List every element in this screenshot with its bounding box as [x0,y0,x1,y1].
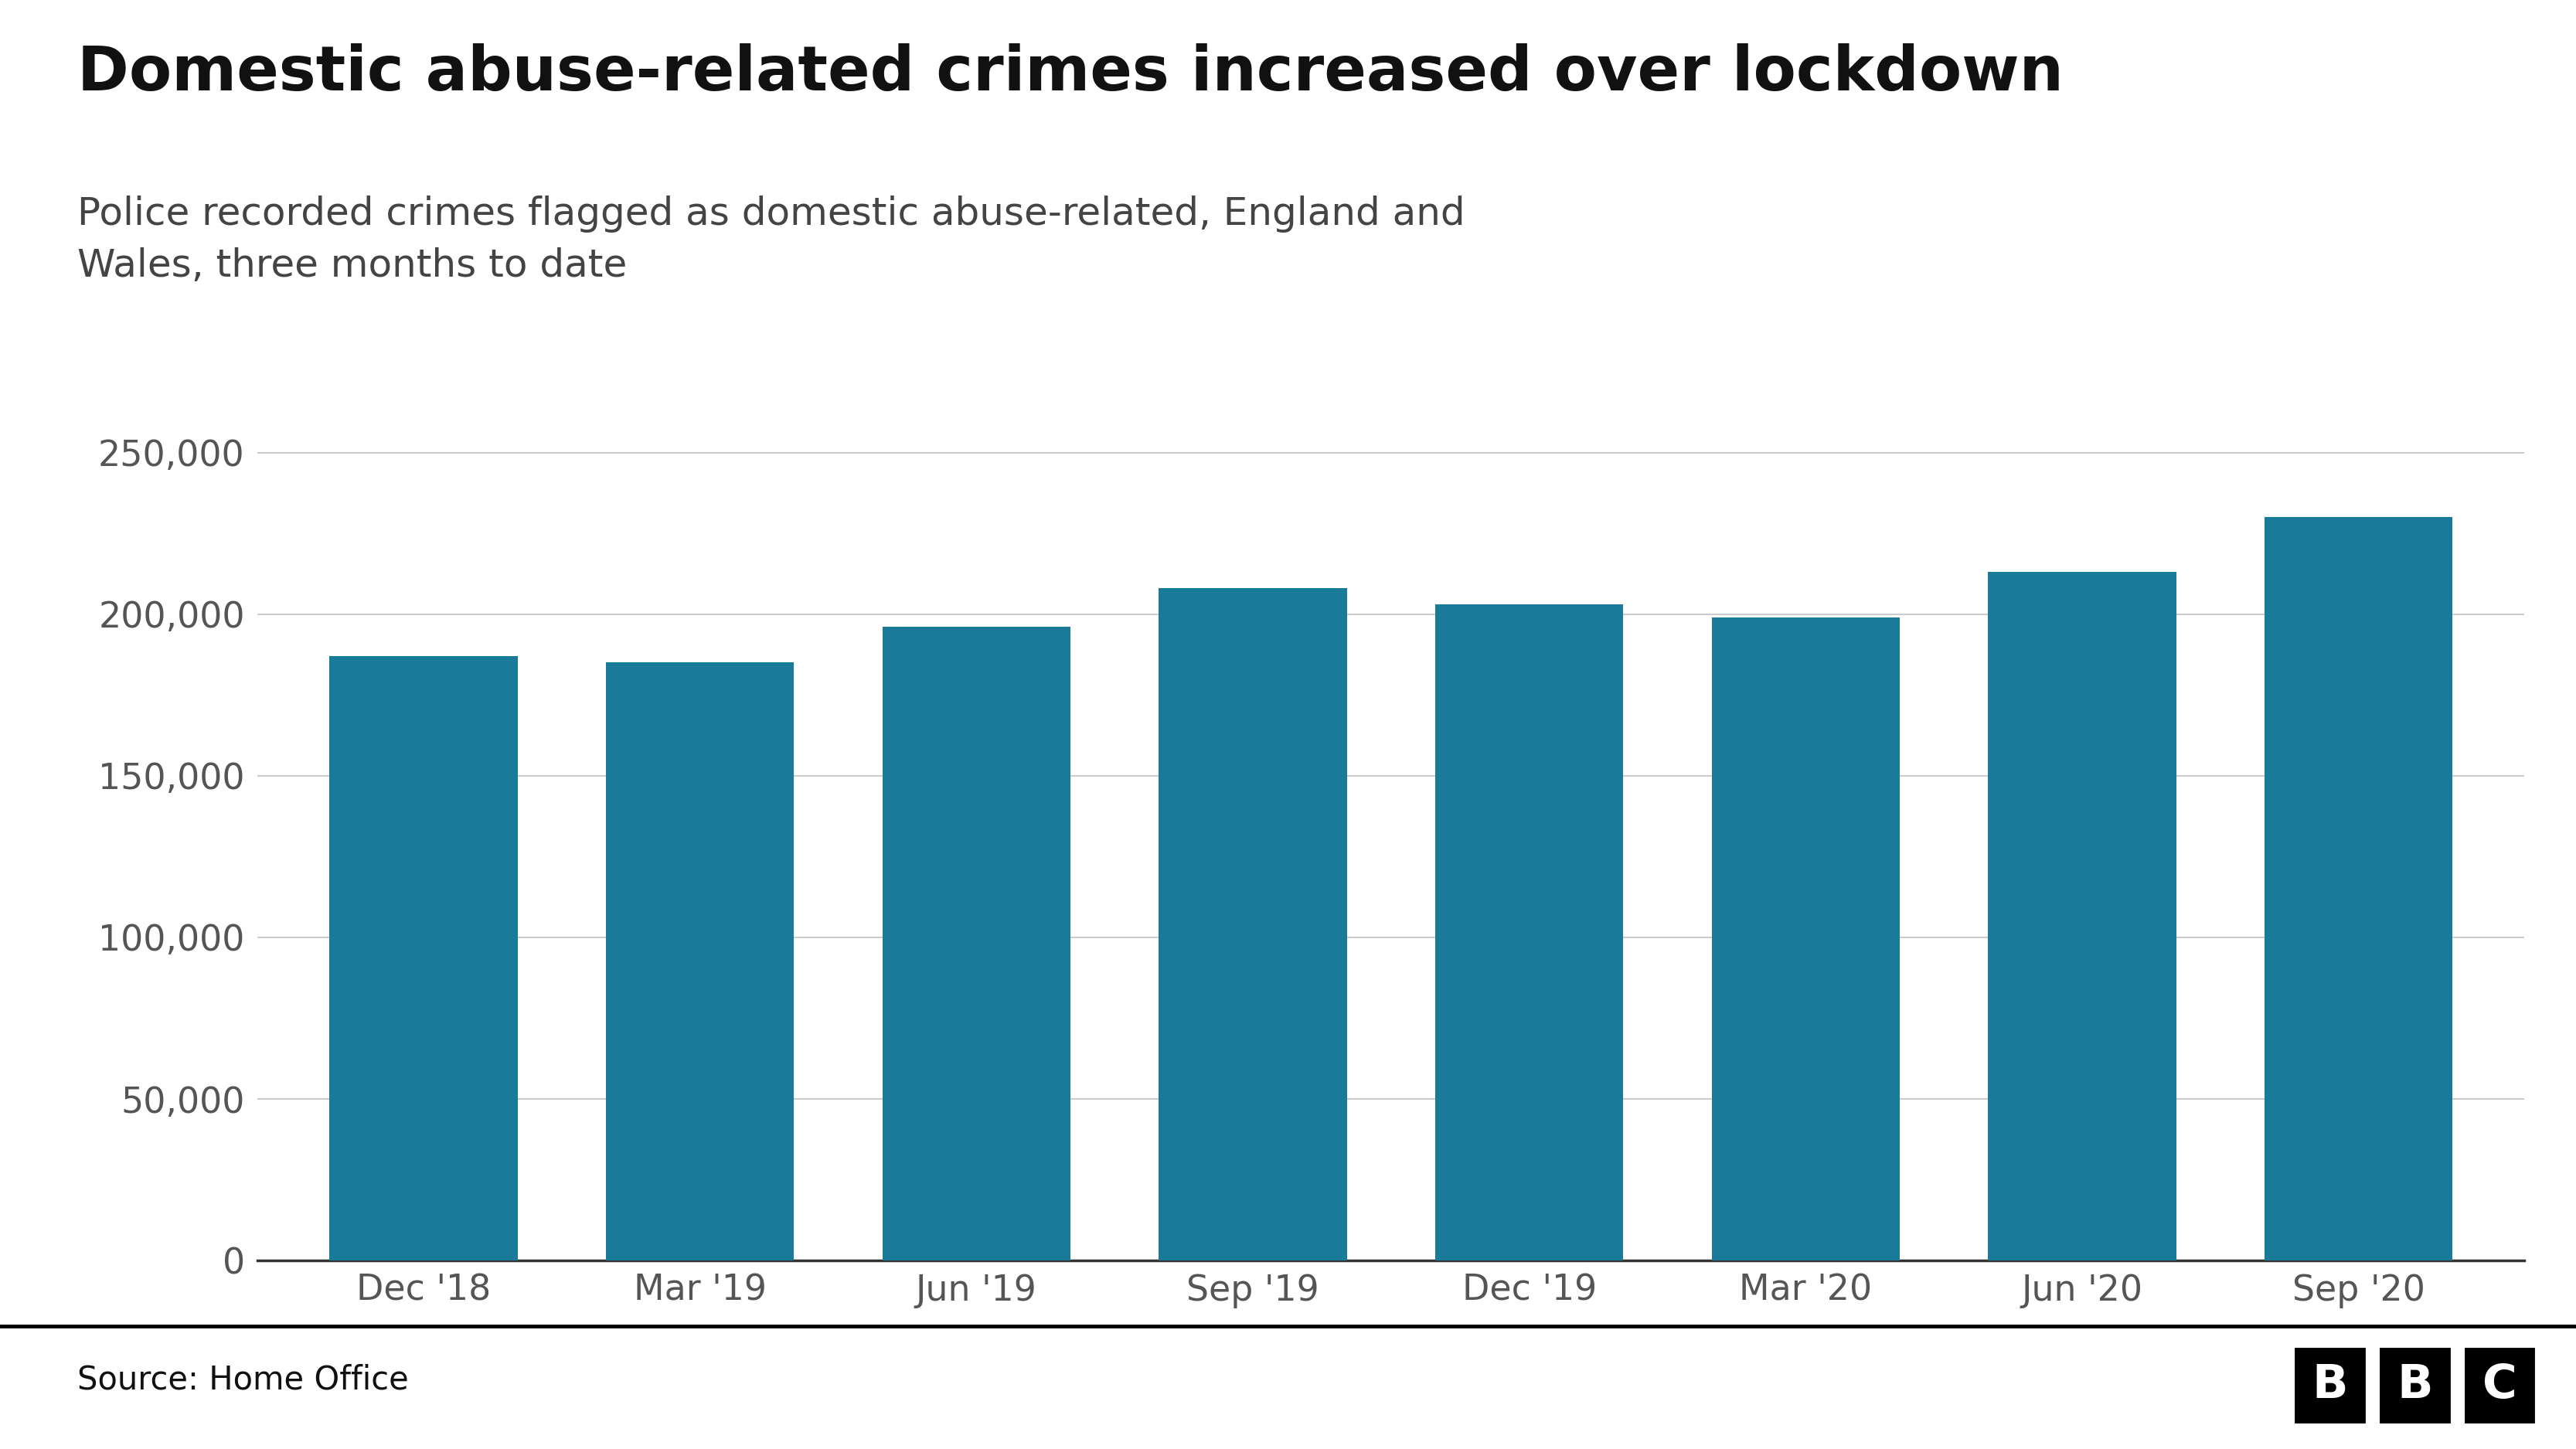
FancyBboxPatch shape [2293,1346,2367,1424]
FancyBboxPatch shape [2463,1346,2537,1424]
Text: B: B [2398,1362,2432,1408]
Bar [2264,517,2452,1261]
Text: B: B [2313,1362,2349,1408]
FancyBboxPatch shape [2378,1346,2452,1424]
Bar [1435,604,1623,1261]
Bar [1710,617,1899,1261]
Bar [1989,572,2177,1261]
Bar [1159,588,1347,1261]
Text: Domestic abuse-related crimes increased over lockdown: Domestic abuse-related crimes increased … [77,43,2063,104]
Text: Police recorded crimes flagged as domestic abuse-related, England and
Wales, thr: Police recorded crimes flagged as domest… [77,196,1466,284]
Bar [330,656,518,1261]
Bar [884,627,1072,1261]
Text: C: C [2483,1362,2517,1408]
Bar [605,662,793,1261]
Text: Source: Home Office: Source: Home Office [77,1364,410,1395]
